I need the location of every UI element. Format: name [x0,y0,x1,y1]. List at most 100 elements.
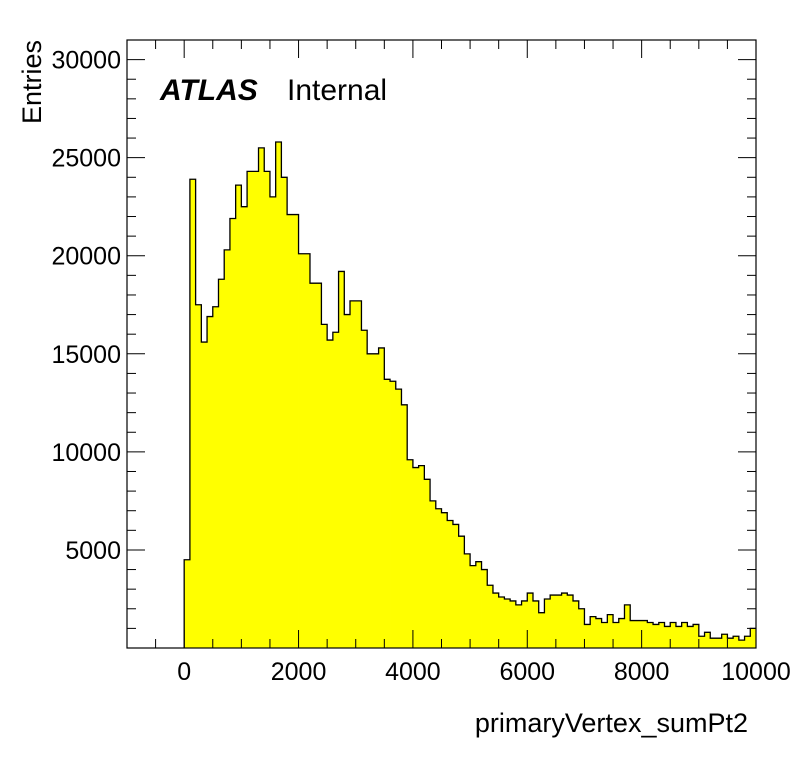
histogram-bar [395,389,402,648]
histogram-bar [595,618,603,648]
histogram-bar [710,638,717,648]
histogram-bar [327,340,334,648]
atlas-label: ATLAS [159,74,258,107]
histogram-bar [590,616,597,648]
histogram-bar [378,347,385,648]
histogram-bar [458,536,465,648]
histogram-bar [241,206,248,648]
histogram-bar [510,600,517,648]
histogram-bar [698,636,705,648]
histogram-bar [435,508,442,648]
histogram-bar [555,595,562,648]
histogram-bar [390,381,397,648]
histogram-bar [498,597,505,648]
histogram-bar [573,600,580,648]
internal-label: Internal [287,74,387,107]
histogram-bar [624,604,631,648]
histogram-bar [647,622,654,648]
histogram-bar [607,614,614,648]
histogram-bar [738,640,745,648]
histogram-bar [298,253,305,648]
histogram-bar [670,622,677,648]
histogram-bar [281,177,288,649]
histogram-bar [464,553,471,648]
histogram-bar [338,271,345,648]
y-tick-label: 30000 [51,47,121,75]
x-tick-label: 6000 [499,658,555,686]
histogram-bar [315,283,322,648]
histogram-bar [515,604,522,648]
histogram-bar [212,306,219,648]
histogram-bar [653,624,660,648]
histogram-bar [521,600,528,648]
histogram-bar [704,632,711,648]
y-tick-label: 25000 [51,145,121,173]
histogram-bar [441,512,448,648]
histogram-bar [372,353,379,648]
histogram-bar [264,171,271,648]
y-tick-label: 20000 [51,243,121,271]
histogram-bar [693,624,700,648]
histogram-bar [424,479,431,648]
histogram-bar [407,459,414,648]
histogram-bar [681,622,688,648]
histogram-bar [287,214,294,649]
histogram-bar [269,196,277,648]
histogram-bar [252,171,259,648]
x-axis-title: primaryVertex_sumPt2 [475,708,748,738]
histogram-bar [641,620,648,648]
histogram-bar [309,283,317,648]
histogram-bar [630,620,637,648]
histogram-bar [613,622,620,648]
histogram-bar [687,626,694,648]
histogram-outline [183,141,756,648]
histogram-bar [561,593,568,648]
x-tick-label: 0 [177,658,191,686]
histogram-bar [492,593,500,648]
histogram-bar [321,324,328,648]
x-tick-label: 4000 [385,658,441,686]
histogram-bar [601,622,608,648]
y-tick-label: 5000 [65,537,121,565]
histogram-bar [544,598,551,648]
histogram-bar [229,218,237,649]
histogram-bar [258,147,265,648]
histogram-bar [567,595,574,648]
histogram-bar [292,214,299,649]
histogram-bar [727,638,734,648]
histogram-bar [384,379,391,648]
plot-frame [126,39,757,649]
histogram-bar [578,608,585,648]
histogram-bar [618,618,625,648]
histogram-bins [184,141,757,649]
histogram-bar [184,559,191,648]
histogram-bar [224,249,231,649]
histogram-bar [538,612,545,648]
histogram-bar [550,595,557,648]
histogram-bar [350,300,357,648]
histogram-bar [355,300,362,648]
histogram-bar [744,636,751,648]
histogram-bar [332,332,339,648]
histogram-bar [470,565,477,648]
histogram-bar [527,593,534,648]
histogram-bar [635,620,643,648]
x-tick-label: 8000 [614,658,670,686]
x-tick-label: 10000 [721,658,791,686]
histogram-bar [487,585,494,648]
histogram-bar [207,316,214,648]
histogram-bar [361,330,368,648]
x-tick-label: 2000 [271,658,327,686]
histogram-bar [658,622,665,648]
histogram-bar [430,500,437,648]
histogram-bar [218,279,225,648]
histogram-bar [750,628,757,648]
histogram-bar [504,598,511,648]
histogram-bar [235,185,242,648]
histogram-bar [201,342,208,648]
histogram-bar [412,467,420,648]
y-tick-label: 10000 [51,439,121,467]
histogram-bar [401,404,408,648]
